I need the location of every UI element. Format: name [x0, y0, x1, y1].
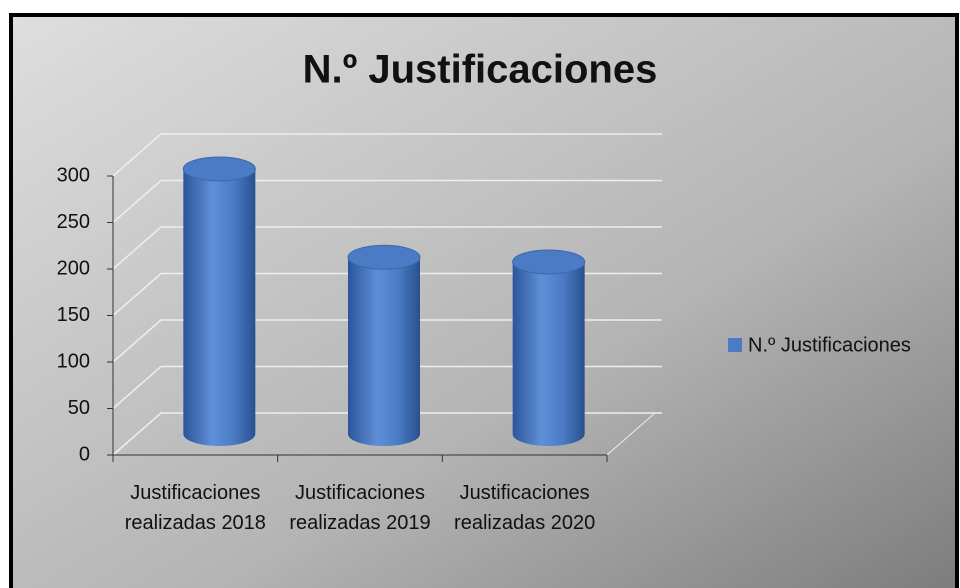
- cylinder: [182, 156, 256, 446]
- y-tick-label: 50: [68, 397, 90, 419]
- y-tick-label: 0: [79, 443, 90, 465]
- y-tick-label: 250: [57, 211, 90, 233]
- grid-line: [112, 319, 662, 363]
- cylinder-top: [347, 244, 421, 270]
- grid-line: [112, 412, 662, 456]
- cylinder-body: [348, 257, 420, 446]
- legend-label: N.º Justificaciones: [748, 334, 911, 356]
- cylinder: [347, 244, 421, 446]
- y-tick-label: 150: [57, 304, 90, 326]
- y-tick-label: 200: [57, 257, 90, 279]
- chart-title: N.º Justificaciones: [303, 48, 658, 92]
- grid-line: [112, 179, 662, 224]
- grid-line: [112, 365, 662, 410]
- cylinder: [512, 249, 586, 446]
- x-tick-label: Justificaciones realizadas 2019: [289, 482, 431, 534]
- cylinder-body: [512, 261, 585, 446]
- grid-line: [112, 226, 662, 270]
- x-tick-label: Justificaciones realizadas 2020: [454, 482, 596, 534]
- cylinder-body: [183, 168, 256, 446]
- x-tick-label: Justificaciones realizadas 2018: [124, 482, 266, 534]
- y-tick-label: 300: [57, 164, 90, 186]
- grid-line: [112, 133, 662, 177]
- y-tick-label: 100: [57, 350, 90, 372]
- legend-swatch: [728, 338, 742, 352]
- chart-area: [9, 13, 959, 588]
- cylinder-top: [512, 249, 586, 275]
- cylinder-top: [182, 156, 256, 182]
- grid-line: [112, 272, 662, 317]
